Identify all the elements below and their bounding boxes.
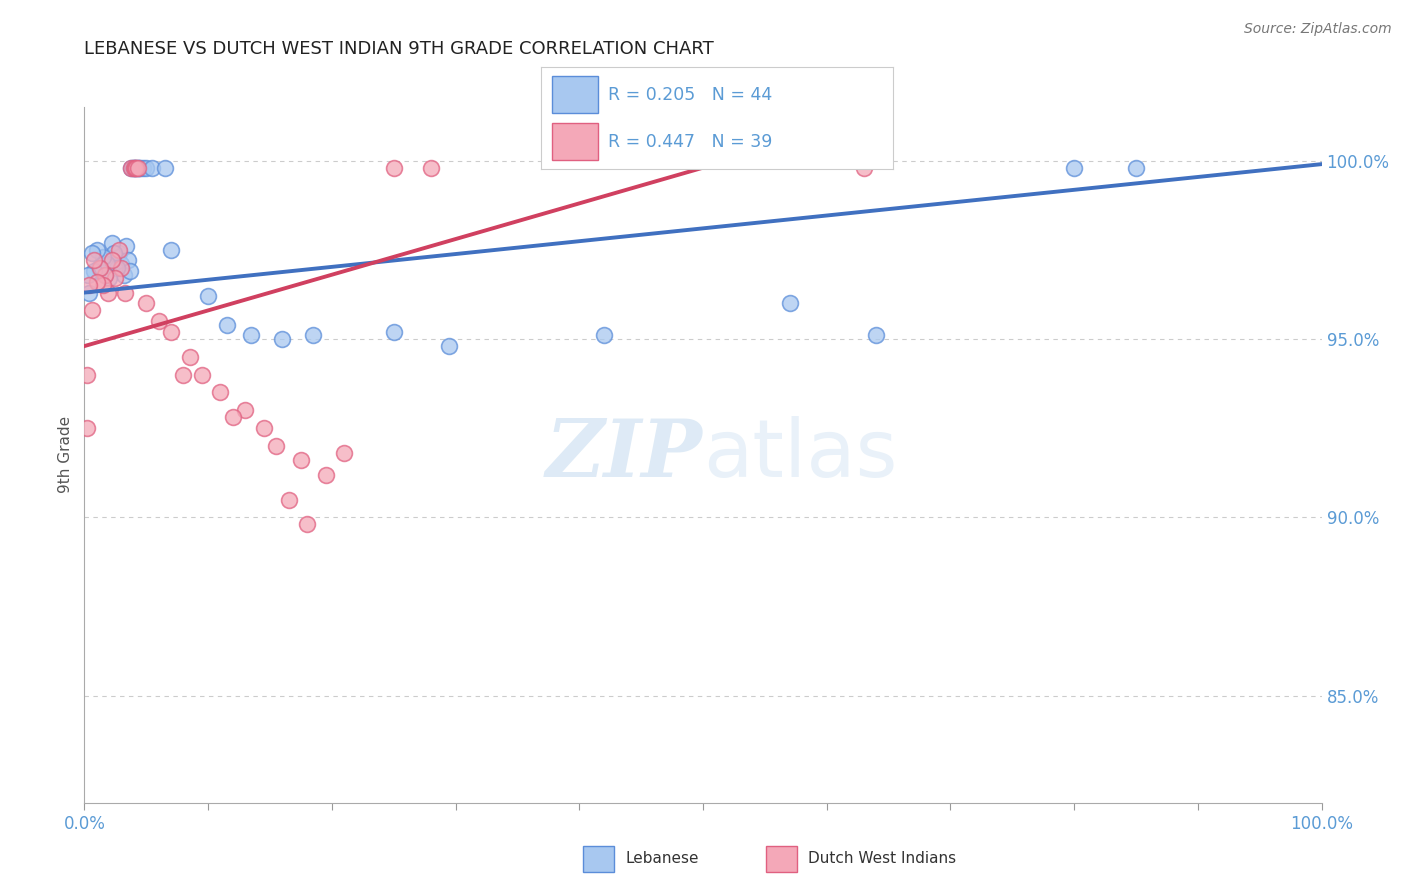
Point (135, 296, 157, 310)
Point (131, 161, 153, 175)
Point (271, 332, 294, 346)
Point (122, 161, 145, 175)
Point (172, 368, 194, 382)
Text: R = 0.205   N = 44: R = 0.205 N = 44 (609, 86, 772, 103)
Point (215, 318, 238, 332)
Text: Dutch West Indians: Dutch West Indians (808, 852, 956, 866)
Point (302, 328, 325, 343)
Point (79, 278, 101, 293)
Point (120, 264, 142, 278)
Bar (551, 123, 598, 161)
Point (83, 253, 105, 268)
Point (80, 246, 103, 260)
Point (89, 260, 111, 275)
Point (240, 328, 263, 343)
Point (100, 253, 122, 268)
Point (80, 303, 103, 318)
Point (865, 328, 887, 343)
Point (1125, 161, 1147, 175)
Point (122, 161, 145, 175)
Point (100, 235, 122, 250)
Text: Lebanese: Lebanese (626, 852, 699, 866)
Point (160, 325, 183, 339)
Point (209, 385, 232, 400)
Point (593, 328, 616, 343)
Point (135, 161, 157, 175)
Point (91, 250, 114, 264)
Point (153, 161, 176, 175)
Point (96, 257, 118, 271)
Point (253, 421, 276, 435)
Point (127, 161, 149, 175)
Point (77, 268, 100, 282)
Point (120, 161, 142, 175)
Point (315, 467, 337, 482)
Point (124, 161, 146, 175)
Point (141, 161, 163, 175)
Point (277, 492, 299, 507)
Point (104, 271, 127, 285)
Point (333, 446, 356, 460)
Point (382, 325, 405, 339)
Point (83, 264, 105, 278)
Point (160, 243, 183, 257)
Point (94, 268, 117, 282)
Point (114, 285, 136, 300)
Point (197, 289, 219, 303)
Point (222, 410, 245, 425)
Point (117, 253, 139, 268)
Point (76, 421, 98, 435)
Point (121, 161, 143, 175)
Bar (551, 76, 598, 113)
Point (76, 368, 98, 382)
Text: atlas: atlas (703, 416, 897, 494)
Text: Source: ZipAtlas.com: Source: ZipAtlas.com (1244, 22, 1392, 37)
Point (129, 161, 152, 175)
Text: R = 0.447   N = 39: R = 0.447 N = 39 (609, 133, 772, 151)
Y-axis label: 9th Grade: 9th Grade (58, 417, 73, 493)
Point (852, 161, 875, 175)
Point (290, 453, 312, 467)
Point (98, 271, 121, 285)
Point (179, 350, 201, 364)
Point (97, 285, 120, 300)
Point (124, 161, 146, 175)
Point (105, 260, 128, 275)
Point (110, 257, 132, 271)
Point (779, 296, 801, 310)
Point (419, 161, 441, 175)
Point (264, 439, 287, 453)
Point (125, 161, 148, 175)
Point (233, 403, 256, 417)
Point (89, 260, 111, 275)
Point (94, 268, 117, 282)
Point (86, 243, 108, 257)
Point (91, 278, 114, 293)
Point (127, 161, 149, 175)
Point (439, 339, 461, 353)
Point (79, 285, 101, 300)
Point (108, 246, 131, 260)
Point (103, 246, 125, 260)
Text: ZIP: ZIP (546, 417, 703, 493)
Point (112, 268, 135, 282)
Point (148, 314, 170, 328)
Point (128, 161, 150, 175)
Point (191, 368, 214, 382)
Point (295, 517, 318, 532)
Point (120, 161, 142, 175)
Point (1063, 161, 1085, 175)
Point (115, 239, 138, 253)
Point (382, 161, 405, 175)
Point (86, 275, 108, 289)
Point (108, 243, 131, 257)
Text: LEBANESE VS DUTCH WEST INDIAN 9TH GRADE CORRELATION CHART: LEBANESE VS DUTCH WEST INDIAN 9TH GRADE … (84, 40, 714, 58)
Point (110, 260, 132, 275)
Point (125, 161, 148, 175)
